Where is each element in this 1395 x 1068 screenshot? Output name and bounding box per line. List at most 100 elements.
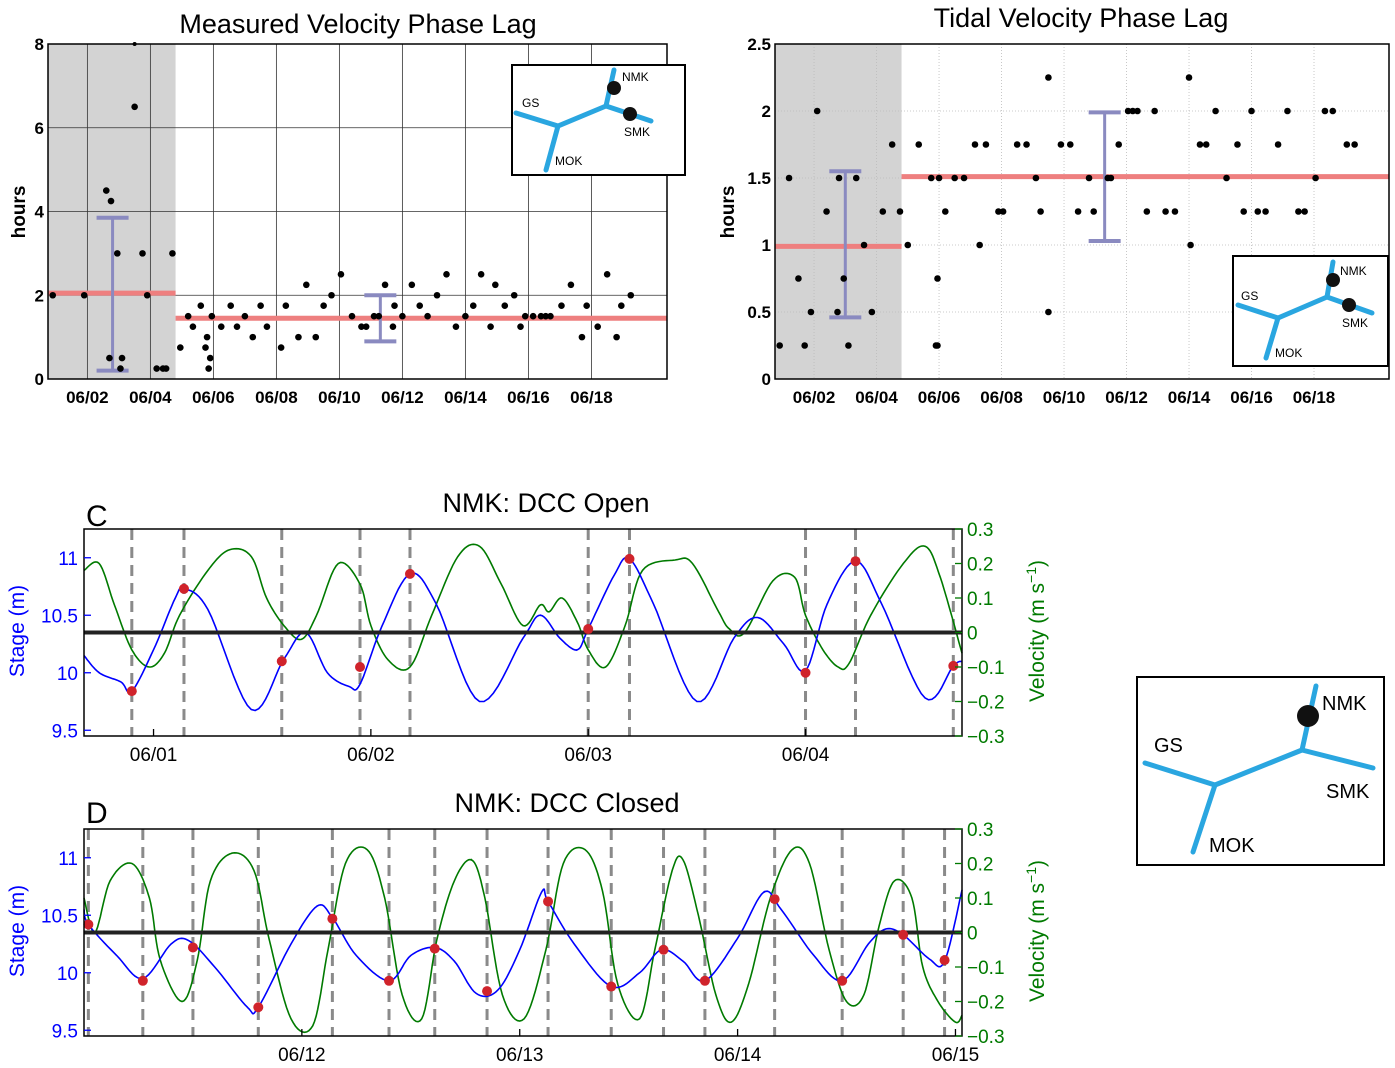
slack-water-point	[178, 583, 189, 594]
data-point	[206, 354, 214, 362]
x-tick-label: 06/14	[714, 1045, 762, 1066]
y-axis-label: hours	[718, 186, 739, 239]
y2-tick-label: 0	[967, 624, 978, 645]
y2-tick-label: −0.3	[967, 727, 1005, 748]
data-point	[567, 281, 575, 289]
data-point	[971, 141, 979, 148]
data-point	[399, 312, 406, 320]
x-tick-label: 06/08	[255, 388, 298, 407]
y2-tick-label: 0.3	[967, 820, 993, 841]
y-tick-label: 10	[57, 964, 78, 985]
data-point	[951, 174, 958, 182]
data-point	[501, 302, 509, 310]
inset-map-a: NMK SMK GS MOK	[511, 64, 686, 176]
data-point	[131, 103, 138, 111]
data-point	[358, 323, 365, 330]
data-point	[303, 281, 310, 289]
y-tick-label: 2	[35, 286, 44, 305]
data-point	[391, 302, 398, 310]
data-point	[1254, 208, 1262, 215]
map-label-mok: MOK	[1209, 835, 1255, 857]
inset-map-b: NMK SMK GS MOK	[1232, 255, 1389, 367]
y-tick-label: 1.5	[747, 169, 771, 188]
data-point	[416, 302, 424, 310]
data-point	[995, 208, 1002, 215]
x-tick-label: 06/12	[1105, 388, 1148, 407]
slack-water-point	[837, 975, 848, 986]
data-point	[594, 323, 601, 330]
slack-water-point	[624, 553, 635, 564]
y-tick-label: 1	[762, 236, 771, 255]
y2-axis-label-superscript: −1	[1023, 567, 1039, 583]
data-point	[960, 174, 968, 182]
y-tick-label: 11	[58, 849, 78, 870]
data-point	[1301, 208, 1308, 215]
data-point	[1329, 107, 1337, 115]
data-point	[1134, 107, 1141, 115]
map-label-gs: GS	[1241, 289, 1258, 303]
data-point	[169, 250, 176, 257]
data-point	[49, 291, 57, 299]
x-tick-label: 06/04	[855, 388, 898, 407]
slack-water-point	[187, 942, 198, 953]
panel-letter-d: D	[86, 797, 108, 830]
y-tick-label: 11	[58, 549, 78, 570]
data-point	[162, 365, 170, 372]
data-point	[547, 312, 554, 320]
data-point	[1295, 208, 1302, 215]
data-point	[915, 141, 923, 148]
plot-area-b: 06/02 06/04 06/06 06/08 06/10 06/12 06/14 06/16…	[747, 35, 1390, 407]
x-tick-label: 06/14	[1168, 388, 1211, 407]
data-point	[613, 333, 620, 341]
y-axis-label: Stage (m)	[6, 585, 29, 677]
data-point	[80, 291, 88, 299]
y2-tick-label: −0.3	[967, 1027, 1005, 1048]
data-point	[1234, 141, 1241, 148]
map-label-nmk: NMK	[622, 70, 649, 84]
y-tick-label: 6	[35, 119, 44, 138]
data-point	[203, 333, 211, 341]
data-point	[1151, 107, 1158, 115]
data-point	[389, 323, 397, 330]
y2-axis-label: Velocity (m s−1)	[1023, 860, 1049, 1002]
data-point	[1090, 208, 1098, 215]
x-tick-label: 06/10	[318, 388, 361, 407]
data-point	[312, 333, 320, 341]
y-tick-label: 9.5	[52, 1021, 78, 1042]
data-point	[834, 308, 841, 316]
data-point	[106, 354, 113, 362]
y-tick-label: 8	[35, 35, 44, 54]
y-axis-label: Stage (m)	[6, 885, 29, 977]
data-point	[558, 302, 565, 310]
slack-water-point	[253, 1002, 264, 1013]
data-point	[227, 302, 235, 310]
panel-c-nmk-dcc-open: NMK: DCC Open C Stage (m) Velocity (m s−…	[6, 488, 1049, 702]
slack-water-point	[658, 944, 669, 955]
plot-frame	[47, 43, 668, 380]
data-point	[118, 354, 126, 362]
data-point	[879, 208, 887, 215]
x-tick-label: 06/16	[507, 388, 550, 407]
data-point	[1057, 141, 1065, 148]
data-point	[510, 291, 518, 299]
x-tick-label: 06/03	[564, 745, 612, 766]
data-point	[618, 302, 625, 310]
data-point	[813, 107, 821, 115]
smk-station-marker	[623, 107, 637, 121]
y2-tick-label: −0.1	[967, 958, 1005, 979]
data-point	[381, 281, 389, 289]
data-point	[477, 271, 485, 278]
data-point	[348, 312, 356, 320]
x-tick-label: 06/08	[980, 388, 1023, 407]
map-label-smk: SMK	[1342, 316, 1368, 330]
data-point	[1274, 141, 1282, 148]
x-tick-label: 06/13	[496, 1045, 544, 1066]
data-point	[189, 323, 197, 330]
x-tick-label: 06/15	[932, 1045, 980, 1066]
data-point	[249, 333, 257, 341]
slack-water-point	[276, 656, 287, 667]
y-tick-label: 2.5	[747, 35, 771, 54]
slack-water-point	[482, 986, 493, 997]
data-point	[117, 365, 124, 372]
